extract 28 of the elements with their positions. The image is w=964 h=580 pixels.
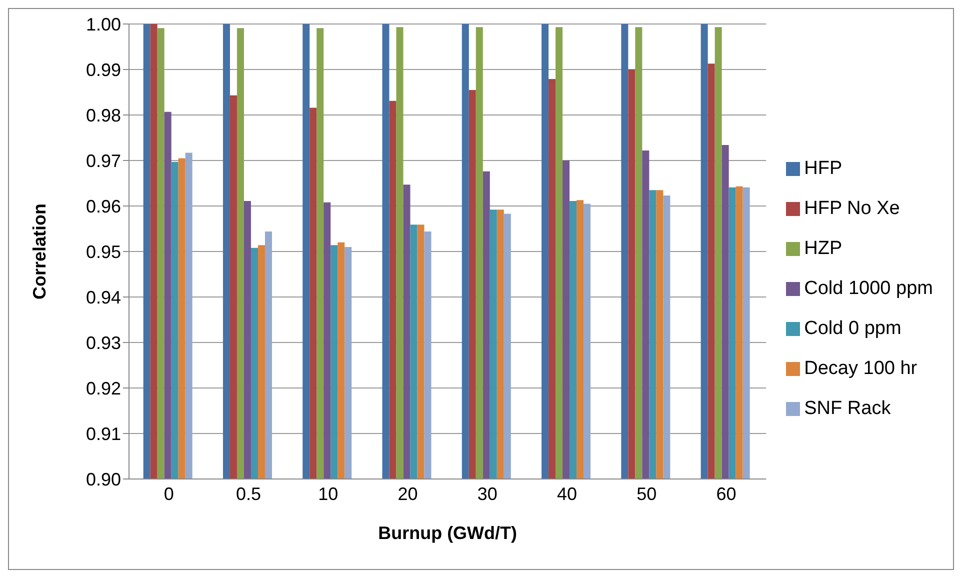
y-tick-label: 0.90: [86, 469, 121, 490]
y-tick-label: 0.94: [86, 287, 121, 308]
x-tick-label: 0.5: [236, 484, 261, 504]
x-tick-label: 50: [636, 484, 657, 504]
legend-label: Decay 100 hr: [804, 358, 918, 379]
x-axis-title: Burnup (GWd/T): [378, 523, 518, 543]
y-tick-label: 0.92: [86, 378, 121, 398]
x-tick-label: 20: [398, 484, 418, 504]
x-tick-label: 60: [716, 484, 736, 504]
legend-label: HFP: [804, 158, 842, 179]
y-tick-label: 0.98: [86, 105, 121, 126]
y-tick-label: 0.96: [86, 196, 121, 216]
y-tick-label: 0.91: [86, 424, 121, 444]
x-tick-label: 40: [557, 484, 578, 504]
y-tick-label: 0.99: [86, 60, 121, 80]
legend-label: SNF Rack: [804, 398, 891, 419]
y-tick-label: 1.00: [86, 14, 121, 34]
y-tick-label: 0.97: [86, 150, 121, 171]
legend-label: Cold 1000 ppm: [804, 278, 933, 299]
legend-label: Cold 0 ppm: [804, 318, 902, 339]
y-tick-label: 0.95: [86, 242, 121, 262]
y-tick-label: 0.93: [86, 332, 121, 353]
legend-label: HFP No Xe: [804, 198, 900, 219]
y-axis-title: Correlation: [29, 203, 50, 300]
x-tick-label: 0: [164, 484, 174, 504]
x-tick-label: 10: [318, 484, 338, 504]
legend-label: HZP: [804, 238, 842, 259]
x-tick-label: 30: [477, 484, 498, 504]
